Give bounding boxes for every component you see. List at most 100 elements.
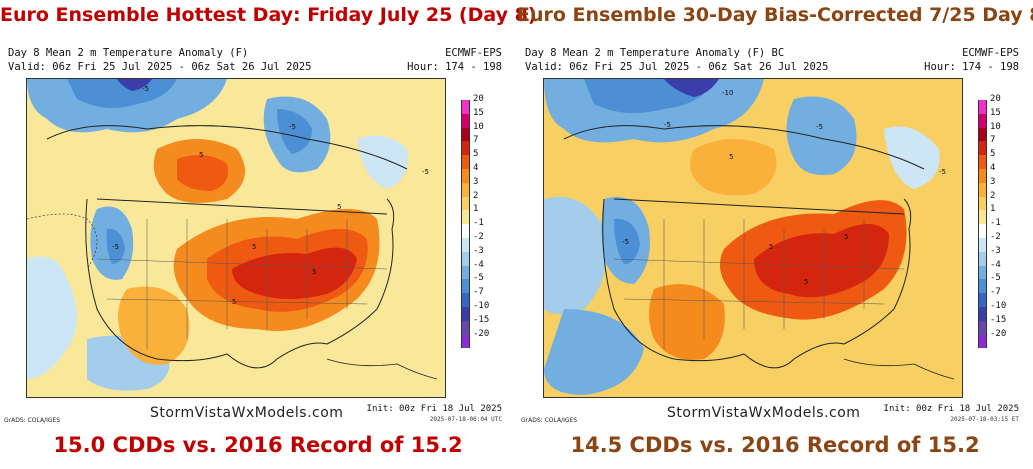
legend-swatch: 15 — [461, 108, 517, 128]
legend-label: -2 — [990, 231, 1001, 242]
legend-swatch: -7 — [978, 287, 1033, 307]
model-name: ECMWF-EPS — [445, 47, 502, 59]
legend-color — [461, 306, 470, 321]
legend-color — [978, 100, 987, 114]
anomaly-map: -5 -5 -5 5 5 5 5 5 -5 — [26, 78, 446, 398]
legend-label: -1 — [473, 218, 484, 229]
init-time: Init: 00z Fri 18 Jul 2025 — [366, 404, 502, 414]
legend-color — [461, 320, 470, 335]
legend-label: 4 — [990, 162, 996, 173]
legend-label: 5 — [473, 149, 479, 160]
legend-color — [461, 113, 470, 128]
legend-color — [978, 168, 987, 183]
grads-note: GrADS: COLA/IGES — [521, 417, 578, 424]
legend-swatch: -2 — [978, 232, 1033, 252]
legend-color — [978, 196, 987, 211]
legend-label: -7 — [990, 287, 1001, 298]
legend-swatch: -3 — [461, 246, 517, 266]
forecast-hours: Hour: 174 - 198 — [924, 61, 1019, 73]
legend-swatch: -10 — [978, 301, 1033, 321]
legend-color — [978, 182, 987, 197]
cdd-footer: 14.5 CDDs vs. 2016 Record of 15.2 — [570, 433, 980, 457]
legend-color — [978, 265, 987, 280]
legend-color — [461, 279, 470, 294]
legend-color — [461, 196, 470, 211]
branding: StormVistaWxModels.com — [150, 405, 344, 421]
contour-label: -5 — [142, 85, 149, 93]
forecast-hours: Hour: 174 - 198 — [407, 61, 502, 73]
contour-label: -5 — [664, 121, 671, 129]
contour-label: -5 — [422, 168, 429, 176]
legend-swatch: 3 — [461, 177, 517, 197]
legend-label: 2 — [473, 190, 479, 201]
legend-swatch: -3 — [978, 246, 1033, 266]
legend-swatch: 4 — [978, 163, 1033, 183]
legend-label: 1 — [990, 204, 996, 215]
legend-label: -4 — [990, 259, 1001, 270]
legend-swatch: -20 — [461, 329, 517, 349]
branding: StormVistaWxModels.com — [667, 405, 861, 421]
timestamp: 2025-07-18-03:15 ET — [950, 416, 1019, 423]
legend-swatch: 20 — [978, 94, 1033, 114]
legend-label: -1 — [990, 218, 1001, 229]
legend-color — [978, 155, 987, 169]
legend-label: 10 — [473, 121, 484, 132]
valid-time: Valid: 06z Fri 25 Jul 2025 - 06z Sat 26 … — [525, 61, 829, 73]
legend-swatch: 2 — [461, 191, 517, 211]
legend-label: -3 — [990, 245, 1001, 256]
legend-label: -20 — [473, 328, 490, 339]
legend-label: 3 — [990, 176, 996, 187]
left-panel: Euro Ensemble Hottest Day: Friday July 2… — [0, 0, 537, 469]
contour-label: -5 — [939, 168, 946, 176]
contour-label: 5 — [199, 151, 203, 159]
legend-swatch: 4 — [461, 163, 517, 183]
legend-color — [461, 210, 470, 225]
anomaly-map-svg: -10 -5 -5 -5 5 5 5 5 -5 — [544, 79, 962, 397]
legend-color — [461, 237, 470, 252]
legend-swatch: -10 — [461, 301, 517, 321]
legend-label: 20 — [990, 94, 1001, 104]
contour-label: 5 — [337, 203, 341, 211]
contour-label: 5 — [232, 298, 236, 306]
headline: Euro Ensemble Hottest Day: Friday July 2… — [0, 4, 537, 26]
map-title: Day 8 Mean 2 m Temperature Anomaly (F) — [8, 47, 249, 59]
legend-color — [461, 182, 470, 197]
contour-label: -5 — [816, 123, 823, 131]
legend-swatch: -15 — [978, 315, 1033, 335]
legend-swatch: 7 — [461, 135, 517, 156]
legend-swatch: 20 — [461, 94, 517, 114]
legend-swatch: -5 — [461, 273, 517, 294]
legend-label: 7 — [990, 135, 996, 146]
legend-swatch: -1 — [978, 218, 1033, 238]
contour-label: -5 — [289, 123, 296, 131]
legend-label: -7 — [473, 287, 484, 298]
anomaly-map: -10 -5 -5 -5 5 5 5 5 -5 — [543, 78, 963, 398]
legend-color — [461, 224, 470, 238]
legend-label: 15 — [990, 107, 1001, 118]
legend-swatch: 15 — [978, 108, 1033, 128]
legend-swatch: -15 — [461, 315, 517, 335]
legend-color — [461, 155, 470, 169]
grads-note: GrADS: COLA/IGES — [4, 417, 61, 424]
contour-label: 5 — [729, 153, 733, 161]
legend-color — [461, 334, 470, 349]
contour-label: -5 — [112, 243, 119, 251]
legend-swatch: 10 — [978, 122, 1033, 142]
legend-swatch: -5 — [978, 273, 1033, 294]
legend-swatch: 7 — [978, 135, 1033, 156]
legend-color — [978, 293, 987, 307]
contour-label: -5 — [622, 238, 629, 246]
legend-color — [978, 141, 987, 156]
legend-label: -15 — [990, 314, 1007, 325]
contour-label: 5 — [769, 243, 773, 251]
legend-color — [461, 251, 470, 266]
legend-color — [461, 141, 470, 156]
legend-label: -3 — [473, 245, 484, 256]
legend-color — [978, 224, 987, 238]
init-time: Init: 00z Fri 18 Jul 2025 — [883, 404, 1019, 414]
anomaly-map-svg: -5 -5 -5 5 5 5 5 5 -5 — [27, 79, 445, 397]
map-title: Day 8 Mean 2 m Temperature Anomaly (F) B… — [525, 47, 785, 59]
legend-color — [461, 100, 470, 114]
legend-swatch: 3 — [978, 177, 1033, 197]
contour-label: 5 — [312, 268, 316, 276]
